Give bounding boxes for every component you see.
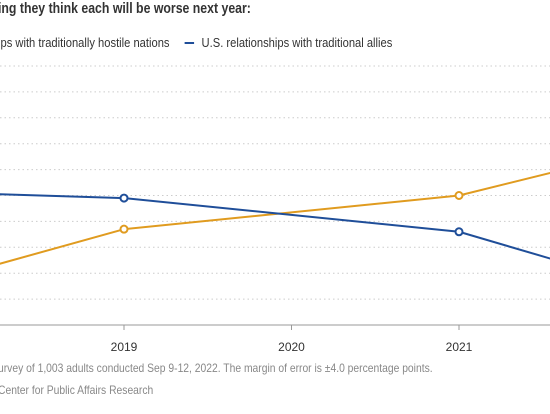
- data-point: [454, 191, 464, 200]
- x-tick-label: 2021: [446, 340, 473, 354]
- legend-label-hostile: ips with traditionally hostile nations: [0, 35, 170, 50]
- legend-swatch-allies: [184, 41, 195, 44]
- data-point: [454, 227, 464, 237]
- x-tick-label: 2020: [278, 340, 305, 354]
- series-line-0: [0, 171, 550, 265]
- x-tick-label: 2019: [111, 340, 138, 354]
- legend-item-allies: U.S. relationships with traditional alli…: [184, 35, 393, 50]
- legend-label-allies: U.S. relationships with traditional alli…: [201, 35, 393, 50]
- chart-note: urvey of 1,003 adults conducted Sep 9-12…: [0, 361, 433, 375]
- legend-item-hostile: ips with traditionally hostile nations: [0, 35, 170, 50]
- data-point: [119, 224, 129, 234]
- data-point: [119, 193, 129, 203]
- chart-source: Center for Public Affairs Research: [0, 383, 154, 397]
- chart-legend: ips with traditionally hostile nations U…: [0, 35, 404, 50]
- series-line-1: [0, 193, 550, 260]
- chart-subtitle: ing they think each will be worse next y…: [0, 0, 251, 17]
